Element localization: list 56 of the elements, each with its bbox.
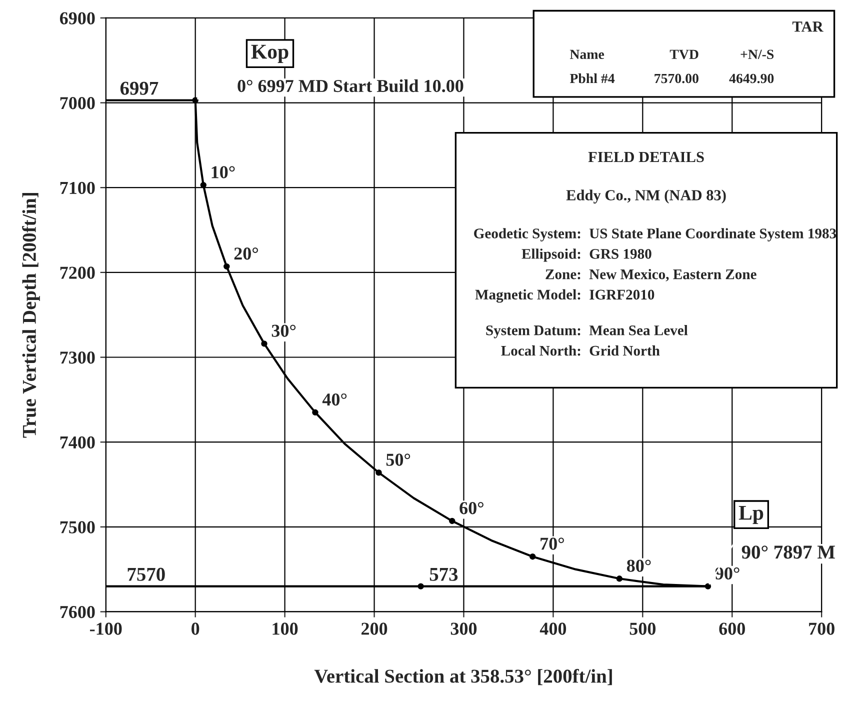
y-tick-label: 7400 [60,436,95,449]
y-axis-title: True Vertical Depth [200ft/in] [22,193,40,438]
annotation: 7570.00 [654,74,698,84]
annotation: Pbhl #4 [570,73,615,84]
annotation: TAR [792,22,824,32]
annotation: New Mexico, Eastern Zone [589,268,756,282]
annotation: 80° [626,560,651,572]
annotation: 7570 [128,568,165,581]
annotation: 30° [272,324,296,337]
x-tick-label: 400 [540,622,566,635]
annotation: Grid North [590,345,660,356]
annotation: 6997 [120,82,158,95]
annotation: 60° [460,502,484,514]
annotation: 573 [430,568,458,581]
y-tick-label: 7500 [60,521,95,534]
annotation: Eddy Co., NM (NAD 83) [566,190,726,204]
annotation: 70° [540,538,564,550]
y-tick-label: 6900 [60,12,95,24]
annotation: +N/-S [740,50,774,60]
annotation: 40° [322,393,347,406]
annotation: 0° 6997 MD Start Build 10.00 [238,79,464,92]
y-tick-label: 7200 [60,266,95,279]
annotation: Lp [738,506,764,524]
annotation: TVD [670,50,698,60]
x-tick-label: 600 [719,622,745,635]
y-tick-label: 7000 [60,97,95,110]
annotation: Kop [251,44,288,63]
annotation: Ellipsoid: [522,248,580,262]
annotation: Magnetic Model: [475,289,580,303]
annotation: 20° [234,248,258,260]
annotation: Geodetic System: [474,228,580,242]
annotation: 90° [715,567,740,580]
annotation: 90° 7897 M [742,546,835,559]
x-tick-label: 500 [630,622,656,635]
annotation: US State Plane Coordinate System 1983 [589,228,836,242]
annotation: Mean Sea Level [589,325,688,336]
x-tick-label: 300 [450,622,477,635]
x-axis-title: Vertical Section at 358.53° [200ft/in] [314,668,612,686]
y-tick-label: 7100 [60,182,95,194]
x-tick-label: 100 [272,622,298,635]
annotation: FIELD DETAILS [588,152,704,162]
x-tick-label: 700 [809,622,834,635]
x-tick-label: 200 [361,622,388,635]
annotation: Name [570,50,604,60]
y-tick-label: 7300 [60,352,95,364]
y-tick-label: 7600 [60,606,95,618]
annotation: 10° [212,166,235,178]
annotation: 4649.90 [729,74,774,84]
annotation: GRS 1980 [590,248,652,259]
annotation: Zone: [546,270,580,280]
annotation: IGRF2010 [590,290,654,300]
annotation: Local North: [501,345,580,356]
x-tick-label: -100 [90,622,122,635]
annotation: System Datum: [486,325,580,338]
annotation: 50° [386,454,410,466]
x-tick-label: 0 [192,622,200,635]
